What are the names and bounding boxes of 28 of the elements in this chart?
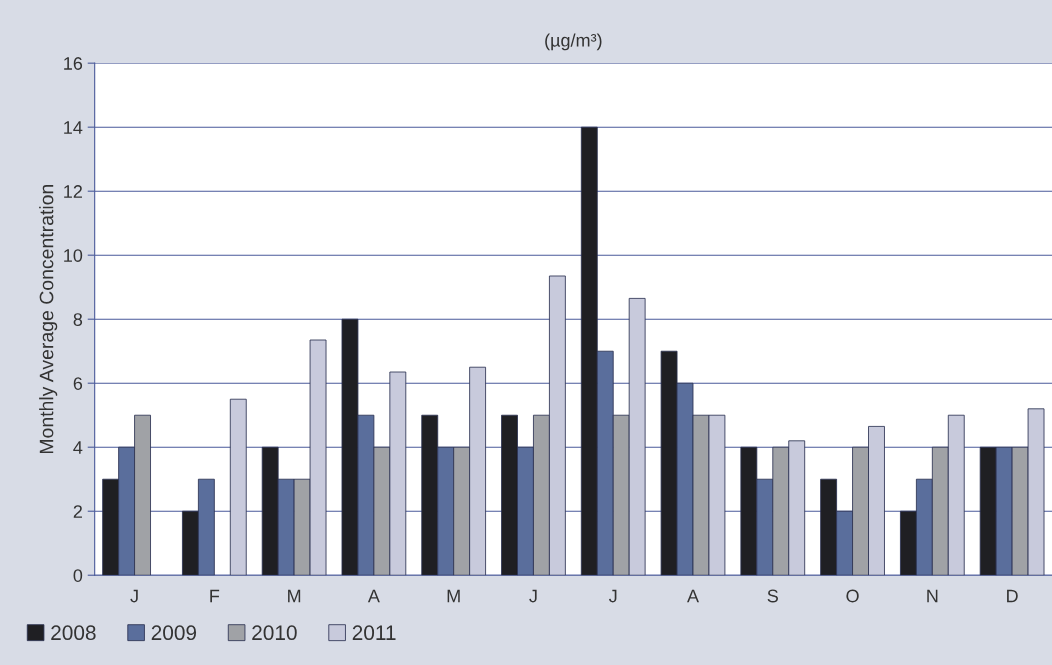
x-tick-label: M [447, 589, 460, 603]
y-tick-label: 2 [73, 505, 82, 518]
bar [229, 398, 247, 576]
legend-label: 2011 [352, 625, 396, 641]
legend-label: 2009 [151, 625, 197, 641]
x-tick-label: O [846, 589, 859, 603]
y-tick-label: 8 [73, 313, 83, 326]
y-tick-label: 4 [73, 441, 83, 454]
y-tick-label: 0 [73, 569, 83, 582]
y-tick-label: 12 [64, 185, 82, 198]
x-tick-label: A [367, 589, 380, 603]
x-tick-label: A [687, 589, 699, 603]
chart-title: (µg/m³) [545, 33, 602, 51]
x-tick-label: F [210, 589, 220, 603]
x-tick-label: M [288, 589, 301, 603]
legend-label: 2008 [51, 625, 96, 641]
y-tick-label: 14 [64, 121, 83, 134]
x-tick-label: S [767, 589, 778, 603]
y-tick-label: 10 [64, 249, 83, 262]
x-tick-label: J [130, 589, 138, 603]
y-tick-label: 6 [73, 377, 83, 390]
x-tick-label: J [529, 589, 537, 603]
y-tick-label: 16 [64, 57, 83, 70]
y-axis-title: Monthly Average Concentration [39, 184, 58, 454]
legend-label: 2010 [252, 625, 297, 641]
x-tick-label: N [927, 589, 938, 603]
x-tick-label: J [609, 589, 617, 603]
x-tick-label: D [1007, 589, 1018, 603]
